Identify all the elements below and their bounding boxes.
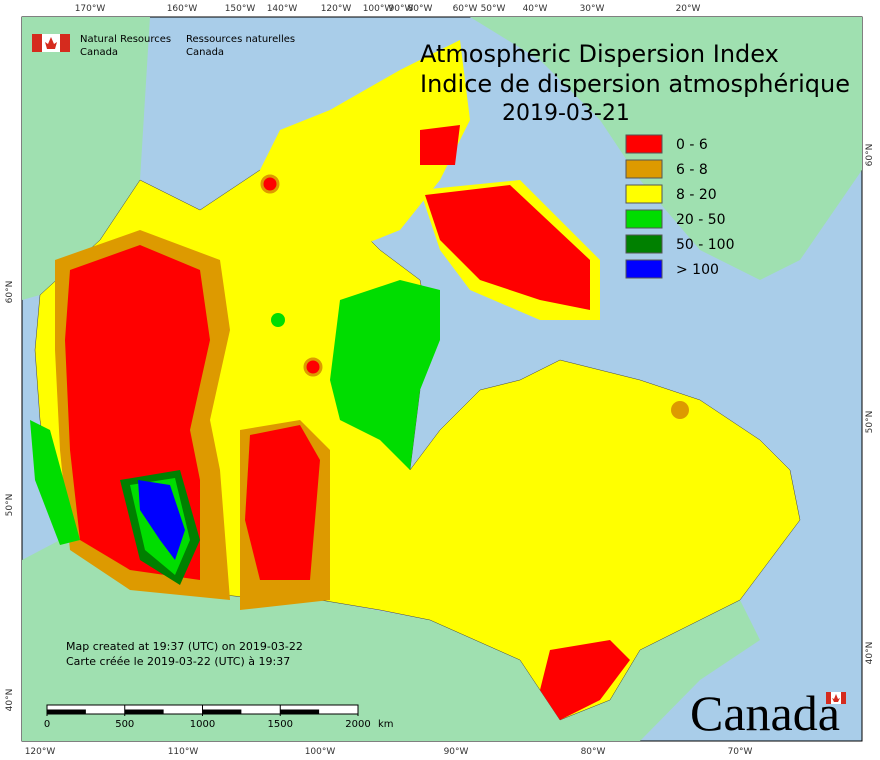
graticule-label: 90°W xyxy=(444,747,469,757)
date: 2019-03-21 xyxy=(502,101,630,126)
graticule-label: 110°W xyxy=(168,747,199,757)
agency-flag xyxy=(32,34,70,52)
legend-label: 50 - 100 xyxy=(676,237,735,253)
canada-index xyxy=(30,40,801,721)
scale-segment xyxy=(280,709,320,714)
graticule-label: 40°N xyxy=(865,642,875,665)
legend-swatch xyxy=(625,159,663,179)
scale-label: 2000 xyxy=(345,719,370,730)
agency-fr: Canada xyxy=(186,47,224,58)
legend-swatch xyxy=(625,134,663,154)
wordmark: Canada xyxy=(690,685,840,741)
legend-label: 8 - 20 xyxy=(676,187,717,203)
graticule-label: 150°W xyxy=(225,4,256,14)
agency-fr: Ressources naturelles xyxy=(186,34,295,45)
graticule-label: 90°W xyxy=(389,4,414,14)
graticule-label: 170°W xyxy=(75,4,106,14)
graticule-label: 30°W xyxy=(580,4,605,14)
graticule-label: 70°W xyxy=(728,747,753,757)
graticule-label: 120°W xyxy=(25,747,56,757)
graticule-label: 20°W xyxy=(676,4,701,14)
graticule-label: 140°W xyxy=(267,4,298,14)
legend-swatch xyxy=(625,234,663,254)
scale-label: 1500 xyxy=(268,719,293,730)
graticule-label: 120°W xyxy=(321,4,352,14)
title: Atmospheric Dispersion Index xyxy=(420,40,779,68)
graticule-label: 50°N xyxy=(865,411,875,434)
graticule-label: 160°W xyxy=(167,4,198,14)
note: Map created at 19:37 (UTC) on 2019-03-22 xyxy=(66,640,303,653)
legend-swatch xyxy=(625,184,663,204)
scale-label: 500 xyxy=(115,719,134,730)
graticule-label: 100°W xyxy=(363,4,394,14)
legend-swatch xyxy=(625,259,663,279)
agency-en: Natural Resources xyxy=(80,34,171,45)
graticule-label: 60°N xyxy=(5,281,15,304)
scale-segment xyxy=(47,709,86,714)
graticule-label: 40°N xyxy=(5,689,15,712)
title: Indice de dispersion atmosphérique xyxy=(420,70,850,98)
legend-label: 20 - 50 xyxy=(676,212,726,228)
graticule-label: 50°N xyxy=(5,494,15,517)
scale-unit: km xyxy=(378,719,394,730)
graticule-label: 60°N xyxy=(865,144,875,167)
graticule-label: 80°W xyxy=(581,747,606,757)
note: Carte créée le 2019-03-22 (UTC) à 19:37 xyxy=(66,655,290,668)
agency-en: Canada xyxy=(80,47,118,58)
wordmark-flag xyxy=(826,692,846,704)
scale-label: 0 xyxy=(44,719,50,730)
legend-swatch xyxy=(625,209,663,229)
scale-segment xyxy=(202,709,242,714)
legend-label: 6 - 8 xyxy=(676,162,708,178)
graticule-label: 40°W xyxy=(523,4,548,14)
scale-segment xyxy=(124,709,164,714)
graticule-label: 50°W xyxy=(481,4,506,14)
legend-label: > 100 xyxy=(676,262,719,278)
graticule-label: 80°W xyxy=(408,4,433,14)
graticule-label: 60°W xyxy=(453,4,478,14)
foreign-land xyxy=(22,17,862,741)
scale-label: 1000 xyxy=(190,719,215,730)
legend-label: 0 - 6 xyxy=(676,137,708,153)
graticule-label: 100°W xyxy=(305,747,336,757)
